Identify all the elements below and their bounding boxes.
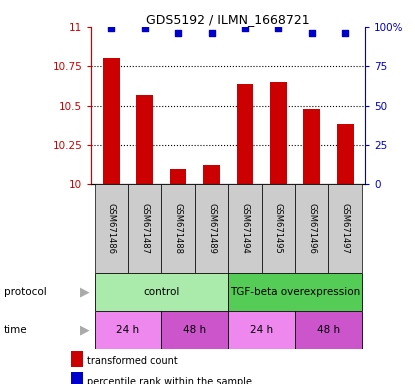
Bar [203,166,220,184]
Text: ▶: ▶ [80,285,89,298]
Point [142,25,148,31]
Bar [170,169,186,184]
Text: GSM671487: GSM671487 [140,203,149,254]
Text: GSM671496: GSM671496 [307,203,316,254]
Text: transformed count: transformed count [87,356,178,366]
Bar [228,184,261,273]
Bar [95,311,161,349]
Bar [237,84,253,184]
Bar [161,311,228,349]
Bar [295,184,328,273]
Bar [137,94,153,184]
Text: GSM671494: GSM671494 [240,203,249,254]
Point [108,25,115,31]
Text: 24 h: 24 h [117,325,139,335]
Text: TGF-beta overexpression: TGF-beta overexpression [230,287,360,297]
Text: ▶: ▶ [80,324,89,337]
Point [308,30,315,36]
Text: 48 h: 48 h [317,325,340,335]
Point [175,30,181,36]
Bar [161,184,195,273]
Bar [128,184,161,273]
Bar [270,82,287,184]
Text: protocol: protocol [4,287,47,297]
Bar [103,58,120,184]
Bar [195,184,228,273]
Bar [337,124,354,184]
Bar [95,273,228,311]
Bar [228,311,295,349]
Text: 24 h: 24 h [250,325,273,335]
Text: GSM671497: GSM671497 [341,203,350,254]
Text: time: time [4,325,28,335]
Text: GSM671488: GSM671488 [173,203,183,254]
Bar [328,184,362,273]
Point [242,25,248,31]
Point [275,25,282,31]
Bar [228,273,362,311]
Bar [95,184,128,273]
Point [208,30,215,36]
Text: percentile rank within the sample: percentile rank within the sample [87,377,252,384]
Text: GSM671489: GSM671489 [207,203,216,254]
Bar [295,311,362,349]
Text: GSM671495: GSM671495 [274,203,283,254]
Text: 48 h: 48 h [183,325,206,335]
Text: control: control [143,287,180,297]
Text: GSM671486: GSM671486 [107,203,116,254]
Title: GDS5192 / ILMN_1668721: GDS5192 / ILMN_1668721 [146,13,310,26]
Point [342,30,349,36]
Bar [303,109,320,184]
Bar [261,184,295,273]
